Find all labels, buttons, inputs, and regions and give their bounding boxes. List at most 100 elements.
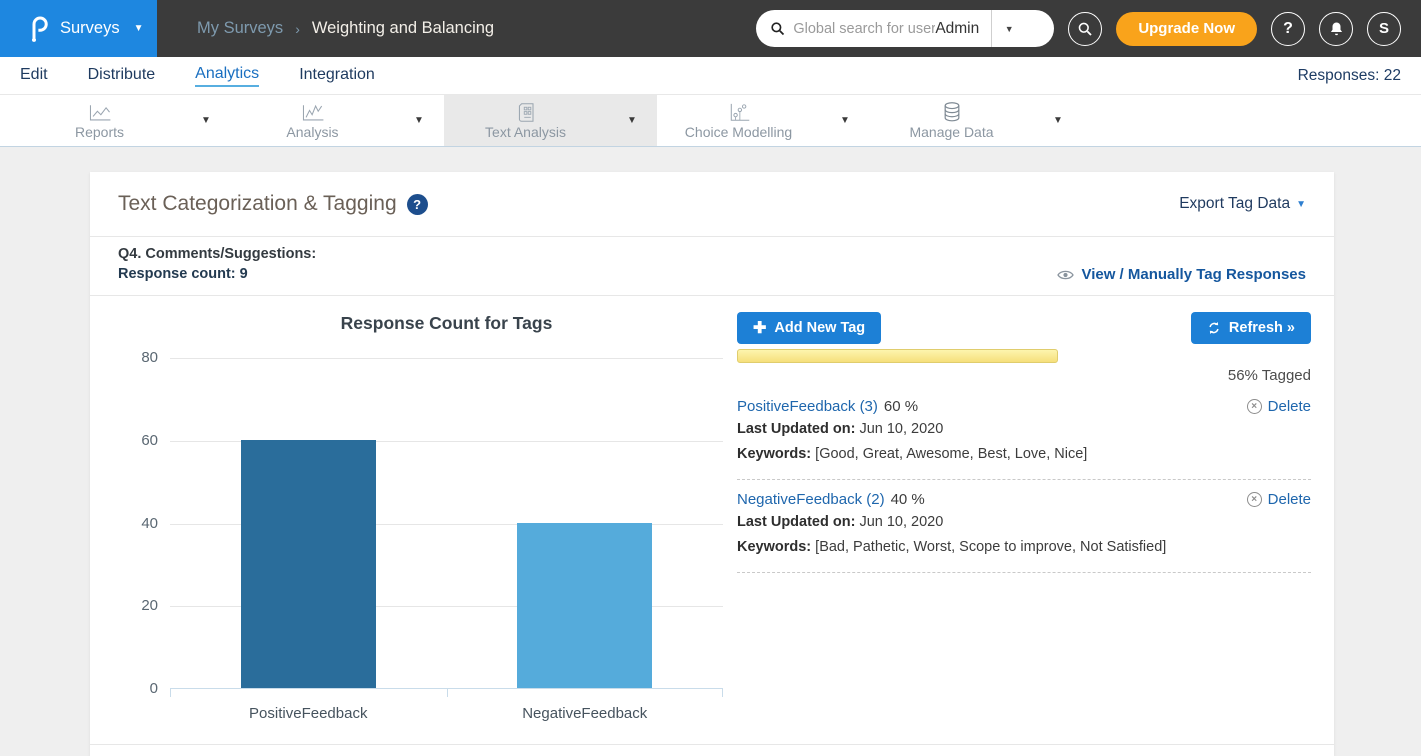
plus-icon: ✚ (753, 320, 767, 337)
tab-manage-data[interactable]: Manage Data ▼ (870, 95, 1083, 146)
gridline (170, 440, 723, 442)
tab-text-analysis[interactable]: Text Analysis ▼ (444, 95, 657, 146)
tag-updated: Last Updated on: Jun 10, 2020 (737, 419, 1311, 440)
view-manually-tag-link[interactable]: View / Manually Tag Responses (1057, 266, 1306, 283)
tag-keywords: Keywords: [Bad, Pathetic, Worst, Scope t… (737, 537, 1311, 558)
export-tag-data-button[interactable]: Export Tag Data ▼ (1179, 195, 1306, 213)
keywords-value: [Good, Great, Awesome, Best, Love, Nice] (815, 446, 1088, 462)
view-link-label: View / Manually Tag Responses (1081, 266, 1306, 283)
bell-icon (1330, 21, 1342, 35)
chevron-down-icon[interactable]: ▼ (414, 115, 424, 126)
chevron-down-icon[interactable]: ▼ (840, 115, 850, 126)
refresh-label: Refresh » (1228, 320, 1295, 336)
y-tick-label: 60 (141, 431, 158, 449)
export-label: Export Tag Data (1179, 195, 1291, 212)
y-tick-label: 0 (149, 680, 158, 697)
tab-label: Choice Modelling (684, 124, 793, 140)
tag-entry-positive: PositiveFeedback (3) 60 % × Delete Last … (737, 387, 1311, 480)
x-tick (446, 688, 448, 697)
gridline (170, 358, 723, 359)
tab-choice-modelling[interactable]: Choice Modelling ▼ (657, 95, 870, 146)
chevron-down-icon: ▼ (133, 23, 144, 34)
breadcrumb-current: Weighting and Balancing (311, 19, 495, 37)
x-axis-label: NegativeFeedback (522, 705, 648, 722)
avatar[interactable]: S (1367, 11, 1401, 46)
document-grid-icon (517, 101, 535, 123)
y-tick-label: 20 (141, 597, 158, 615)
keywords-value: [Bad, Pathetic, Worst, Scope to improve,… (815, 539, 1167, 555)
chart-plot: 0 20 40 60 80 PositiveFeedback NegativeFeedbac… (141, 349, 723, 722)
divider (991, 10, 993, 47)
updated-value: Jun 10, 2020 (859, 514, 944, 530)
delete-tag-button[interactable]: × Delete (1246, 398, 1311, 415)
avatar-initial: S (1378, 20, 1389, 37)
nav-item-integration[interactable]: Integration (299, 65, 375, 83)
tab-label: Manage Data (909, 124, 994, 140)
gridline (170, 523, 723, 525)
tag-manager: ✚ Add New Tag Refresh » (737, 312, 1311, 573)
chevron-down-icon[interactable]: ▼ (627, 115, 637, 126)
bar-NegativeFeedback[interactable] (517, 522, 653, 688)
panel-header: Text Categorization & Tagging ? Export T… (90, 172, 1334, 237)
nav-item-edit[interactable]: Edit (20, 65, 48, 83)
x-tick (170, 688, 171, 697)
help-badge-icon[interactable]: ? (406, 193, 428, 215)
tab-analysis[interactable]: Analysis ▼ (231, 95, 444, 146)
delete-label: Delete (1267, 491, 1311, 508)
chevron-down-icon[interactable]: ▼ (1004, 23, 1014, 34)
tag-name-link[interactable]: PositiveFeedback (3) (737, 398, 878, 415)
question-mark-icon: ? (1283, 19, 1293, 37)
y-tick-label: 80 (141, 349, 158, 366)
question-title: Q4. Comments/Suggestions: (118, 246, 317, 262)
x-tick (722, 688, 723, 697)
scatter-chart-icon (727, 101, 751, 123)
tag-percent: 40 % (890, 491, 925, 508)
bar-PositiveFeedback[interactable] (240, 439, 376, 688)
help-button[interactable]: ? (1271, 11, 1305, 46)
header-actions: Admin ▼ Upgrade Now ? S (756, 0, 1401, 57)
nav-item-distribute[interactable]: Distribute (87, 65, 156, 83)
nav-item-analytics[interactable]: Analytics (195, 65, 260, 87)
updated-label: Last Updated on: (737, 514, 856, 530)
top-header: Surveys ▼ My Surveys › Weighting and Bal… (0, 0, 1421, 57)
main-area: Text Categorization & Tagging ? Export T… (0, 147, 1421, 756)
tab-reports[interactable]: Reports ▼ (18, 95, 231, 146)
tagging-progress-bar (737, 349, 1311, 365)
search-icon (1078, 22, 1092, 36)
chevron-down-icon[interactable]: ▼ (1053, 115, 1063, 126)
progress-fill (737, 349, 1059, 363)
refresh-button[interactable]: Refresh » (1190, 312, 1311, 344)
product-name: Surveys (60, 19, 120, 37)
breadcrumb-my-surveys[interactable]: My Surveys (197, 19, 284, 37)
keywords-label: Keywords: (737, 539, 812, 555)
chevron-down-icon[interactable]: ▼ (201, 115, 211, 126)
global-search[interactable]: Admin ▼ (756, 10, 1055, 47)
question-header: Q4. Comments/Suggestions: Response count… (90, 237, 1334, 296)
search-scope[interactable]: Admin (935, 19, 980, 37)
database-icon (942, 101, 962, 123)
y-tick-label: 40 (141, 514, 158, 532)
x-axis-label: PositiveFeedback (249, 705, 368, 722)
notifications-button[interactable] (1319, 11, 1353, 46)
delete-label: Delete (1267, 398, 1311, 415)
questionpro-logo-icon (27, 15, 48, 42)
tag-name-link[interactable]: NegativeFeedback (2) (737, 491, 885, 508)
product-switcher[interactable]: Surveys ▼ (0, 0, 157, 57)
delete-tag-button[interactable]: × Delete (1246, 491, 1311, 508)
tab-label: Analysis (286, 124, 339, 140)
search-button[interactable] (1068, 11, 1103, 46)
search-input[interactable] (793, 20, 936, 37)
tab-label: Reports (74, 124, 125, 140)
delete-x-icon: × (1246, 399, 1262, 414)
response-count: Response count: 9 (118, 266, 248, 282)
breadcrumb: My Surveys › Weighting and Balancing (197, 19, 494, 38)
tab-label: Text Analysis (485, 124, 566, 140)
eye-icon (1057, 270, 1075, 279)
add-new-tag-button[interactable]: ✚ Add New Tag (737, 312, 882, 344)
delete-x-icon: × (1246, 492, 1262, 507)
page-title: Text Categorization & Tagging (118, 192, 397, 215)
updated-value: Jun 10, 2020 (859, 421, 944, 437)
chart-title: Response Count for Tags (340, 313, 553, 333)
upgrade-now-button[interactable]: Upgrade Now (1116, 11, 1257, 46)
responses-count: Responses: 22 (1297, 66, 1401, 84)
